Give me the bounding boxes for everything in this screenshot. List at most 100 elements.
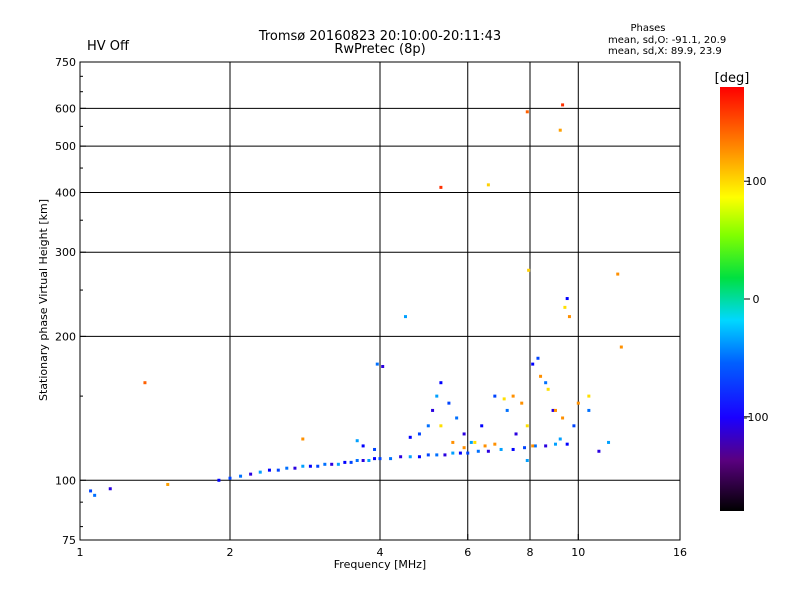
data-point bbox=[361, 444, 365, 448]
data-point bbox=[539, 374, 543, 378]
data-point bbox=[553, 442, 557, 446]
data-point bbox=[493, 442, 497, 446]
y-tick-label: 500 bbox=[55, 140, 76, 153]
data-point bbox=[267, 468, 271, 472]
data-point bbox=[239, 474, 243, 478]
data-point bbox=[336, 462, 340, 466]
data-point bbox=[536, 356, 540, 360]
data-point bbox=[373, 447, 377, 451]
data-point bbox=[439, 424, 443, 428]
y-axis-label: Stationary phase Virtual Height [km] bbox=[37, 199, 50, 401]
data-point bbox=[439, 185, 443, 189]
data-point bbox=[426, 424, 430, 428]
data-point bbox=[553, 408, 557, 412]
data-point bbox=[511, 394, 515, 398]
y-tick-label: 100 bbox=[55, 474, 76, 487]
data-point bbox=[373, 457, 377, 461]
data-point bbox=[378, 457, 382, 461]
data-point bbox=[587, 408, 591, 412]
data-point bbox=[308, 464, 312, 468]
phase-x-stats: mean, sd,X: 89.9, 23.9 bbox=[608, 46, 722, 57]
phase-heading: Phases bbox=[630, 23, 665, 34]
data-point bbox=[462, 446, 466, 450]
colorbar-ticks: 100 0 -100 bbox=[744, 175, 769, 424]
x-tick-label: 1 bbox=[77, 546, 84, 559]
data-point bbox=[435, 453, 439, 457]
y-tick-label: 400 bbox=[55, 186, 76, 199]
data-point bbox=[361, 458, 365, 462]
data-point bbox=[525, 458, 529, 462]
y-tick-label: 600 bbox=[55, 102, 76, 115]
data-point bbox=[276, 468, 280, 472]
data-point bbox=[616, 272, 620, 276]
data-point bbox=[217, 478, 221, 482]
colorbar-tick-label: -100 bbox=[744, 411, 769, 424]
data-point bbox=[493, 394, 497, 398]
data-point bbox=[408, 435, 412, 439]
data-point bbox=[520, 401, 524, 405]
data-point bbox=[451, 451, 455, 455]
data-point bbox=[523, 446, 527, 450]
data-point bbox=[469, 440, 473, 444]
data-point bbox=[439, 381, 443, 385]
data-point bbox=[355, 458, 359, 462]
data-point bbox=[483, 444, 487, 448]
data-point bbox=[565, 297, 569, 301]
data-point bbox=[480, 424, 484, 428]
data-point bbox=[466, 451, 470, 455]
data-point bbox=[381, 364, 385, 368]
data-point bbox=[451, 440, 455, 444]
data-point bbox=[473, 440, 477, 444]
x-tick-label: 4 bbox=[377, 546, 384, 559]
data-point bbox=[403, 315, 407, 319]
axis-ticks: 1 2 4 6 8 10 16 75 100 200 300 400 500 600 750 bbox=[55, 56, 687, 559]
x-tick-label: 16 bbox=[673, 546, 687, 559]
data-point bbox=[447, 401, 451, 405]
data-point bbox=[597, 449, 601, 453]
data-point bbox=[330, 462, 334, 466]
data-point bbox=[166, 482, 170, 486]
phase-o-stats: mean, sd,O: -91.1, 20.9 bbox=[608, 35, 726, 46]
data-point bbox=[476, 449, 480, 453]
chart-title: Tromsø 20160823 20:10:00-20:11:43 bbox=[258, 29, 501, 44]
data-point bbox=[544, 381, 548, 385]
data-point bbox=[462, 432, 466, 436]
data-point bbox=[249, 472, 253, 476]
data-point bbox=[607, 440, 611, 444]
data-point bbox=[567, 315, 571, 319]
data-point bbox=[546, 387, 550, 391]
y-tick-label: 200 bbox=[55, 330, 76, 343]
data-points bbox=[89, 103, 623, 497]
data-point bbox=[505, 408, 509, 412]
y-tick-label: 300 bbox=[55, 246, 76, 259]
data-point bbox=[417, 432, 421, 436]
data-point bbox=[572, 424, 576, 428]
colorbar-tick-label: 0 bbox=[753, 293, 760, 306]
data-point bbox=[499, 447, 503, 451]
data-point bbox=[563, 305, 567, 309]
data-point bbox=[511, 447, 515, 451]
data-point bbox=[525, 424, 529, 428]
data-point bbox=[544, 444, 548, 448]
data-point bbox=[389, 457, 393, 461]
data-point bbox=[417, 455, 421, 459]
data-point bbox=[561, 103, 565, 107]
x-tick-label: 6 bbox=[464, 546, 471, 559]
data-point bbox=[293, 466, 297, 470]
data-point bbox=[258, 470, 262, 474]
data-point bbox=[558, 128, 562, 132]
data-point bbox=[486, 183, 490, 187]
data-point bbox=[514, 432, 518, 436]
data-point bbox=[551, 408, 555, 412]
data-point bbox=[455, 416, 459, 420]
x-tick-label: 2 bbox=[227, 546, 234, 559]
chart-subtitle: RwPretec (8p) bbox=[334, 42, 425, 57]
data-point bbox=[93, 493, 97, 497]
data-point bbox=[143, 381, 147, 385]
data-point bbox=[531, 444, 535, 448]
x-axis-label: Frequency [MHz] bbox=[334, 558, 426, 571]
data-point bbox=[502, 397, 506, 401]
x-tick-label: 8 bbox=[527, 546, 534, 559]
data-point bbox=[349, 460, 353, 464]
